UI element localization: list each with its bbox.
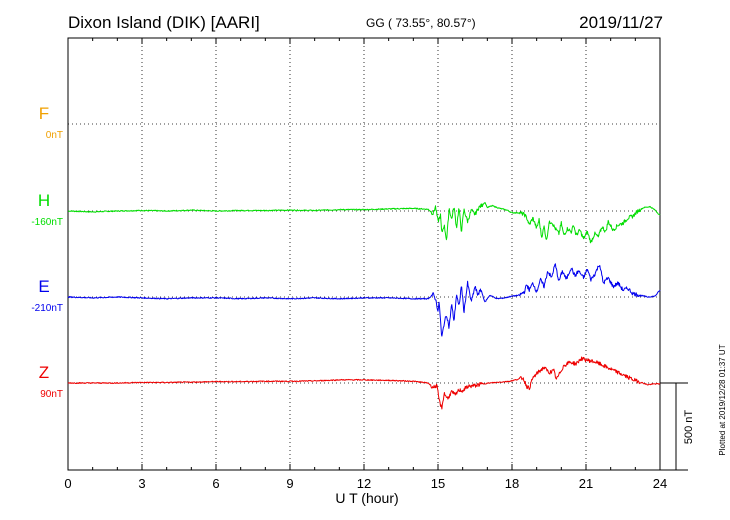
series-name-z: Z: [39, 363, 49, 382]
series-baseline-label-z: 90nT: [40, 389, 63, 400]
scale-bar-label: 500 nT: [683, 410, 695, 445]
chart-date: 2019/11/27: [579, 13, 663, 32]
x-tick-label-21: 21: [579, 476, 593, 491]
series-name-f: F: [39, 104, 49, 123]
vertical-gridlines: [141, 38, 587, 470]
x-axis-ticks: [67, 38, 661, 470]
series-line-e: [67, 263, 661, 337]
series-baseline-label-e: -210nT: [31, 303, 63, 314]
scale-bar: 500 nT: [660, 382, 695, 471]
series-labels: F 0nT H -160nT E -210nT Z 90nT: [31, 104, 63, 400]
series-baseline-label-f: 0nT: [46, 130, 63, 141]
x-axis-label: U T (hour): [335, 490, 398, 506]
x-axis-tick-labels: 0 3 6 9 12 15 18 21 24: [64, 476, 667, 491]
series-lines: [67, 202, 661, 410]
series-line-h: [68, 202, 661, 244]
station-title: Dixon Island (DIK) [AARI]: [68, 13, 260, 32]
series-line-z: [67, 356, 661, 410]
station-coords: GG ( 73.55°, 80.57°): [366, 16, 476, 30]
series-name-e: E: [38, 277, 49, 296]
x-tick-label-15: 15: [431, 476, 445, 491]
horizontal-gridlines: [68, 123, 660, 384]
x-tick-label-3: 3: [138, 476, 145, 491]
series-baseline-label-h: -160nT: [31, 217, 63, 228]
x-tick-label-9: 9: [286, 476, 293, 491]
x-tick-label-24: 24: [653, 476, 667, 491]
plotted-note: Plotted at 2019/12/28 01:37 UT: [718, 344, 727, 455]
series-name-h: H: [38, 191, 50, 210]
x-tick-label-18: 18: [505, 476, 519, 491]
x-tick-label-0: 0: [64, 476, 71, 491]
x-tick-label-6: 6: [212, 476, 219, 491]
x-tick-label-12: 12: [357, 476, 371, 491]
